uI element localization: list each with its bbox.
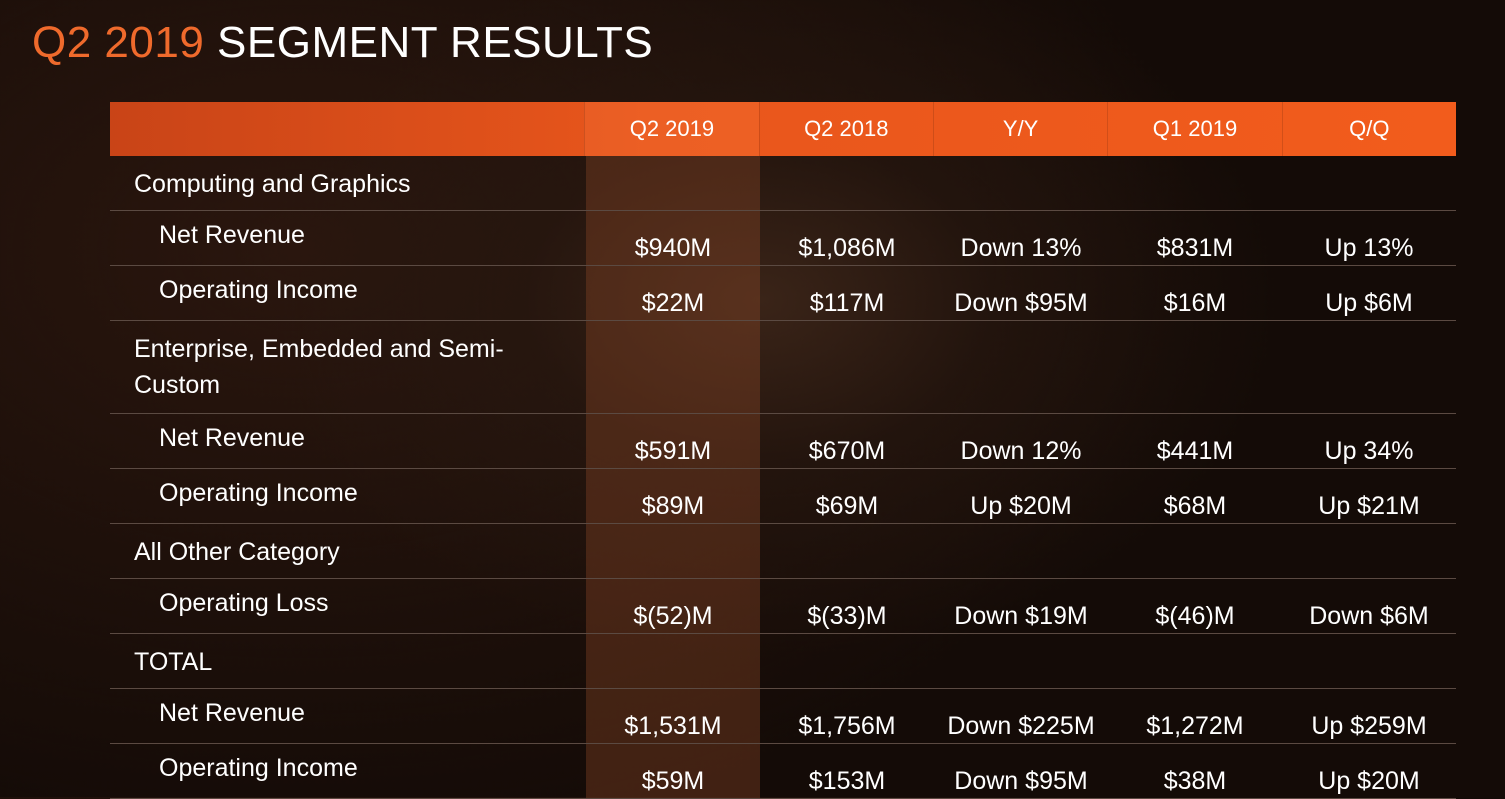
header-blank xyxy=(110,102,584,156)
section-row: All Other Category xyxy=(110,524,1456,579)
value-cell: $441M xyxy=(1156,437,1234,465)
table-row: Operating Income $59M $153M Down $95M $3… xyxy=(110,744,1456,799)
value-cell: Down $225M xyxy=(947,712,1095,740)
col-header-q1-2019: Q1 2019 xyxy=(1107,102,1281,156)
value-cell: $89M xyxy=(586,469,760,523)
row-label: Operating Income xyxy=(159,276,358,304)
table-row: Net Revenue $591M $670M Down 12% $441M U… xyxy=(110,414,1456,469)
value-cell: Up 13% xyxy=(1324,234,1414,262)
value-cell: $(52)M xyxy=(586,579,760,633)
empty-cell xyxy=(1282,634,1456,688)
empty-cell xyxy=(934,524,1108,578)
value-cell: Down $95M xyxy=(954,289,1088,317)
value-cell: Up $6M xyxy=(1325,289,1413,317)
empty-cell xyxy=(760,156,934,210)
highlight-cell xyxy=(586,634,760,688)
col-header-q2-2018: Q2 2018 xyxy=(758,102,933,156)
col-header-yy: Y/Y xyxy=(932,102,1107,156)
value-cell: $591M xyxy=(586,414,760,468)
table-header: Q2 2019 Q2 2018 Y/Y Q1 2019 Q/Q xyxy=(110,102,1456,156)
section-label: Computing and Graphics xyxy=(134,170,411,198)
section-label-line1: Enterprise, Embedded and Semi- xyxy=(134,335,504,363)
row-label: Operating Income xyxy=(159,754,358,782)
highlight-cell xyxy=(586,524,760,578)
value-cell: $38M xyxy=(1163,767,1227,795)
value-cell: $(46)M xyxy=(1155,602,1235,630)
table-row: Net Revenue $1,531M $1,756M Down $225M $… xyxy=(110,689,1456,744)
value-cell: $153M xyxy=(808,767,886,795)
value-cell: Down $6M xyxy=(1309,602,1429,630)
value-cell: $670M xyxy=(808,437,886,465)
value-cell: $940M xyxy=(586,211,760,265)
value-cell: $(33)M xyxy=(807,602,887,630)
value-cell: Down $19M xyxy=(954,602,1088,630)
empty-cell xyxy=(1282,156,1456,210)
value-cell: $68M xyxy=(1163,492,1227,520)
value-cell: $22M xyxy=(586,266,760,320)
value-cell: Down $95M xyxy=(954,767,1088,795)
col-header-q2-2019: Q2 2019 xyxy=(584,102,759,156)
value-cell: Down 12% xyxy=(960,437,1082,465)
section-label: TOTAL xyxy=(134,648,213,676)
section-row: TOTAL xyxy=(110,634,1456,689)
value-cell: $117M xyxy=(809,289,885,317)
slide-title: Q2 2019 SEGMENT RESULTS xyxy=(32,18,653,68)
value-cell: Up $20M xyxy=(1318,767,1420,795)
value-cell: $1,531M xyxy=(586,689,760,743)
section-label: Enterprise, Embedded and Semi- Custom xyxy=(110,321,586,413)
highlight-cell xyxy=(586,156,760,210)
empty-cell xyxy=(760,634,934,688)
section-label-line2: Custom xyxy=(134,371,221,399)
empty-cell xyxy=(1108,634,1282,688)
section-row: Enterprise, Embedded and Semi- Custom xyxy=(110,321,1456,414)
title-period: Q2 2019 xyxy=(32,18,205,67)
row-label: Operating Income xyxy=(159,479,358,507)
empty-cell xyxy=(934,634,1108,688)
row-label: Net Revenue xyxy=(159,699,305,727)
highlight-cell xyxy=(586,321,760,413)
value-cell: Down 13% xyxy=(960,234,1082,262)
col-header-qq: Q/Q xyxy=(1281,102,1456,156)
value-cell: $59M xyxy=(586,744,760,798)
empty-cell xyxy=(1108,321,1282,413)
table-row: Operating Income $89M $69M Up $20M $68M … xyxy=(110,469,1456,524)
empty-cell xyxy=(760,524,934,578)
section-row: Computing and Graphics xyxy=(110,156,1456,211)
empty-cell xyxy=(1282,524,1456,578)
value-cell: $1,272M xyxy=(1146,712,1244,740)
segment-results-table: Q2 2019 Q2 2018 Y/Y Q1 2019 Q/Q Computin… xyxy=(110,102,1456,799)
table-row: Operating Loss $(52)M $(33)M Down $19M $… xyxy=(110,579,1456,634)
title-text: SEGMENT RESULTS xyxy=(217,18,654,67)
section-label: All Other Category xyxy=(134,538,340,566)
value-cell: $1,086M xyxy=(798,234,896,262)
empty-cell xyxy=(1108,156,1282,210)
value-cell: $1,756M xyxy=(798,712,896,740)
row-label: Net Revenue xyxy=(159,221,305,249)
value-cell: Up $20M xyxy=(970,492,1072,520)
value-cell: $16M xyxy=(1163,289,1227,317)
empty-cell xyxy=(760,321,934,413)
table-row: Net Revenue $940M $1,086M Down 13% $831M… xyxy=(110,211,1456,266)
empty-cell xyxy=(934,156,1108,210)
value-cell: $69M xyxy=(815,492,879,520)
empty-cell xyxy=(1282,321,1456,413)
row-label: Operating Loss xyxy=(159,589,329,617)
value-cell: Up 34% xyxy=(1324,437,1414,465)
empty-cell xyxy=(934,321,1108,413)
table-row: Operating Income $22M $117M Down $95M $1… xyxy=(110,266,1456,321)
value-cell: $831M xyxy=(1156,234,1234,262)
row-label: Net Revenue xyxy=(159,424,305,452)
empty-cell xyxy=(1108,524,1282,578)
value-cell: Up $259M xyxy=(1311,712,1427,740)
value-cell: Up $21M xyxy=(1318,492,1420,520)
